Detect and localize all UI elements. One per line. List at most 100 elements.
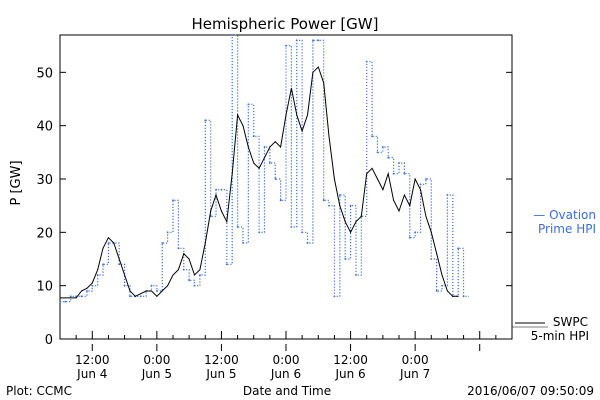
- ovation-point: [295, 39, 298, 42]
- x-tick-time-5: 0:00: [402, 353, 429, 367]
- swpc-point: [253, 162, 255, 164]
- swpc-point: [301, 130, 303, 132]
- ovation-point: [376, 151, 379, 154]
- ovation-point: [285, 44, 287, 47]
- ovation-point: [290, 226, 293, 228]
- ovation-point: [247, 103, 250, 106]
- x-tick-date-3: Jun 6: [270, 367, 301, 381]
- swpc-series: [59, 66, 459, 299]
- x-tick-time-4: 12:00: [333, 353, 368, 367]
- swpc-point: [382, 189, 384, 191]
- ovation-point: [102, 263, 104, 266]
- ovation-point: [166, 231, 169, 234]
- ovation-point: [430, 258, 433, 260]
- ovation-point: [155, 290, 158, 292]
- legend-ovation-line2: Prime HPI: [538, 222, 596, 236]
- ovation-point: [258, 231, 260, 234]
- legend-ovation-line1: — Ovation: [533, 208, 596, 222]
- legend-ovation: — Ovation Prime HPI: [533, 208, 596, 236]
- ovation-point: [328, 204, 330, 207]
- ovation-point: [446, 194, 449, 196]
- swpc-point: [420, 189, 422, 191]
- swpc-point: [150, 290, 152, 292]
- ovation-point: [408, 236, 411, 239]
- swpc-point: [258, 167, 260, 169]
- swpc-point: [296, 114, 298, 116]
- ovation-point: [96, 274, 99, 276]
- ovation-point: [333, 295, 336, 298]
- y-tick-labels: 0 10 20 30 40 50: [36, 66, 53, 348]
- ovation-point: [231, 34, 234, 36]
- swpc-point: [430, 231, 432, 233]
- ovation-point: [392, 172, 395, 175]
- swpc-point: [145, 290, 147, 292]
- y-tick-label-3: 30: [36, 173, 53, 188]
- ovation-point: [317, 39, 320, 42]
- swpc-point: [237, 114, 239, 116]
- swpc-point: [97, 269, 99, 271]
- swpc-point: [194, 274, 196, 276]
- swpc-point: [161, 290, 163, 292]
- ovation-point: [419, 183, 422, 186]
- swpc-point: [118, 258, 120, 260]
- ovation-point: [365, 60, 368, 63]
- x-tick-date-4: Jun 6: [334, 367, 365, 381]
- ovation-point: [349, 204, 352, 207]
- y-tick-label-2: 20: [36, 226, 53, 241]
- ovation-point: [387, 156, 390, 159]
- swpc-point: [183, 253, 185, 255]
- swpc-point: [274, 141, 276, 143]
- y-axis-label: P [GW]: [9, 160, 24, 205]
- ovation-point: [312, 39, 314, 42]
- ovation-point: [204, 119, 207, 122]
- ovation-point: [225, 263, 228, 266]
- ovation-point: [161, 242, 164, 244]
- x-tick-date-2: Jun 5: [205, 367, 236, 381]
- ovation-point: [435, 290, 438, 292]
- swpc-point: [452, 295, 454, 297]
- swpc-point: [339, 205, 341, 207]
- swpc-point: [409, 205, 411, 207]
- swpc-point: [312, 71, 314, 73]
- ovation-point: [69, 295, 72, 298]
- y-tick-label-4: 40: [36, 120, 53, 135]
- swpc-point: [188, 258, 190, 260]
- ovation-point: [403, 172, 406, 175]
- ovation-point: [193, 284, 196, 287]
- swpc-point: [102, 247, 104, 249]
- ovation-point: [338, 194, 341, 196]
- swpc-point: [307, 114, 309, 116]
- ovation-point: [457, 247, 460, 250]
- swpc-point: [204, 242, 206, 244]
- swpc-point: [446, 290, 448, 292]
- swpc-point: [436, 253, 438, 255]
- ovation-point: [381, 146, 384, 148]
- ovation-point: [441, 284, 443, 287]
- ovation-point: [414, 231, 417, 234]
- footer-timestamp: 2016/06/07 09:50:09: [467, 384, 594, 398]
- ovation-point: [177, 247, 180, 250]
- x-axis-label: Date and Time: [243, 384, 331, 398]
- swpc-point: [263, 157, 265, 159]
- swpc-point: [124, 274, 126, 276]
- legend-swpc-line2: 5-min HPI: [531, 329, 589, 343]
- legend-swpc-line1: SWPC: [553, 315, 588, 329]
- x-tick-time-2: 12:00: [204, 353, 239, 367]
- swpc-point: [215, 194, 217, 196]
- swpc-point: [199, 269, 201, 271]
- swpc-point: [290, 87, 292, 89]
- ovation-point: [118, 263, 121, 266]
- swpc-point: [242, 125, 244, 127]
- swpc-point: [107, 237, 109, 239]
- ovation-point: [279, 199, 282, 202]
- ovation-point: [355, 274, 357, 276]
- swpc-point: [371, 167, 373, 169]
- ovation-point: [80, 295, 83, 298]
- x-tick-marks: [59, 331, 513, 351]
- ovation-point: [107, 242, 110, 244]
- swpc-point: [231, 173, 233, 175]
- swpc-point: [280, 146, 282, 148]
- swpc-point: [403, 194, 405, 196]
- x-tick-date-5: Jun 7: [399, 367, 430, 381]
